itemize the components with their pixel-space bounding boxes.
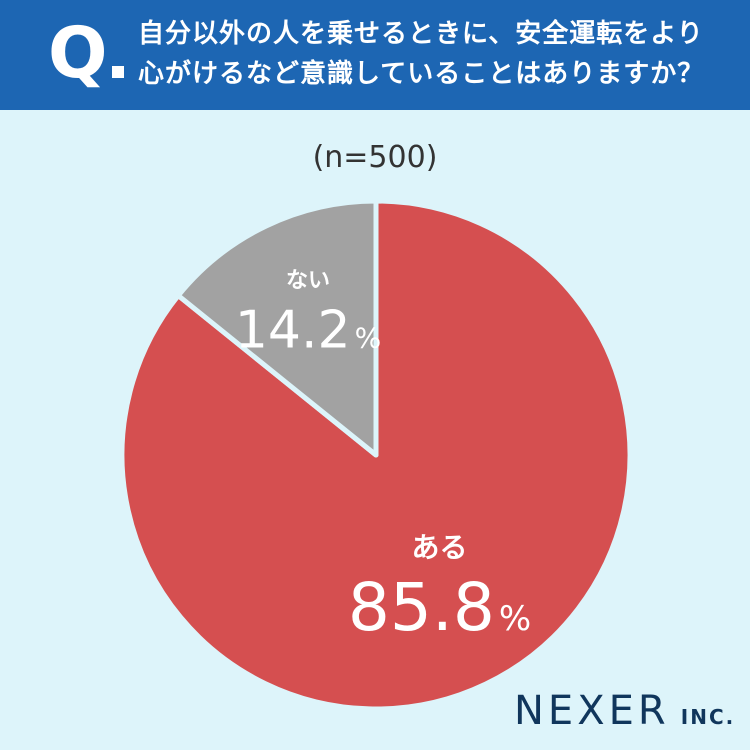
pie-labels: ある 85.8 % ない 14.2%: [235, 269, 531, 646]
pie-slices: [119, 198, 633, 712]
sample-size-label: (n=500): [312, 140, 438, 175]
question-text: 自分以外の人を乗せるときに、安全運転をより心がけるなど意識していることはあります…: [138, 19, 705, 89]
nexer-logo: NEXER INC.: [514, 688, 735, 734]
question-header: Q 自分以外の人を乗せるときに、安全運転をより心がけるなど意識していることはあり…: [0, 0, 750, 110]
slice-category-label: ある: [412, 531, 468, 564]
q-dot: [112, 66, 124, 78]
slice-category-label: ない: [286, 269, 330, 294]
logo-sub: INC.: [680, 705, 736, 729]
slice-value-label: 85.8%: [348, 569, 531, 646]
pie-slice-0: [119, 198, 633, 712]
q-mark: Q: [48, 12, 108, 94]
pie-slice-1: [175, 198, 379, 458]
logo-main: NEXER: [514, 688, 670, 734]
slice-value-label: 14.2%: [235, 300, 381, 360]
